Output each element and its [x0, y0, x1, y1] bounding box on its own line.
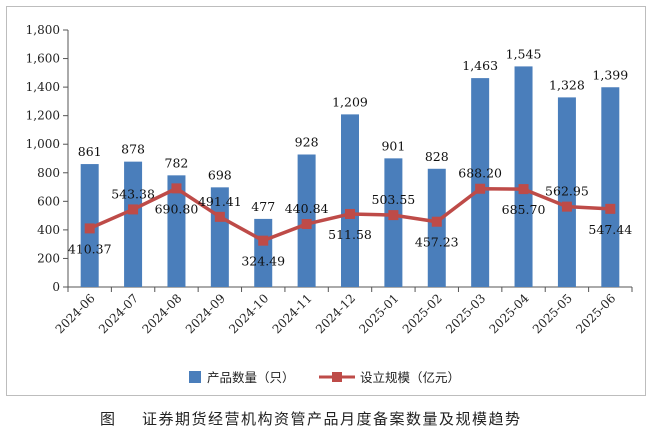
- line-value-label: 547.44: [588, 222, 632, 237]
- caption-label: 图: [100, 410, 116, 428]
- y-tick-label: 800: [37, 166, 60, 180]
- line-point: [258, 235, 269, 246]
- line-value-label: 543.38: [111, 186, 155, 201]
- x-tick-label: 2025-02: [400, 291, 445, 336]
- legend-label-bar: 产品数量（只）: [207, 370, 295, 385]
- x-tick-label: 2024-11: [270, 291, 315, 336]
- line-value-label: 511.58: [328, 227, 372, 242]
- bar-value-label: 1,399: [592, 67, 628, 82]
- line-point: [388, 210, 399, 221]
- line-series: [84, 183, 616, 246]
- legend-label-line: 设立规模（亿元）: [360, 370, 460, 385]
- legend: 产品数量（只） 设立规模（亿元）: [189, 370, 460, 385]
- line-value-label: 688.20: [458, 166, 502, 181]
- y-tick-label: 1,600: [26, 52, 60, 66]
- y-tick-label: 200: [37, 251, 60, 265]
- bar: [341, 114, 359, 287]
- line-value-label: 503.55: [372, 192, 416, 207]
- line-point: [301, 219, 312, 230]
- bar-value-label: 878: [121, 142, 145, 157]
- bar: [557, 97, 576, 287]
- line-value-label: 410.37: [68, 241, 112, 256]
- axes: 0 200 400 600 800 1,000 1,200 1,400 1,600 1,800 20…: [26, 23, 633, 336]
- bar-value-label: 1,545: [506, 46, 542, 61]
- x-tick-label: 2024-06: [53, 291, 98, 336]
- bar-value-label: 1,328: [549, 77, 585, 92]
- line-point: [128, 204, 139, 215]
- x-tick-label: 2024-10: [226, 291, 271, 336]
- chart-frame: [6, 6, 646, 396]
- bar-value-label: 828: [425, 149, 449, 164]
- line-point: [518, 184, 529, 195]
- y-tick-label: 600: [37, 194, 60, 208]
- bar: [124, 161, 143, 287]
- legend-swatch-marker: [332, 372, 342, 382]
- bar-value-label: 477: [251, 199, 275, 214]
- line-point: [171, 183, 182, 194]
- x-tick-label: 2024-09: [183, 291, 228, 336]
- y-tick-label: 400: [37, 223, 60, 237]
- line-point: [345, 208, 355, 219]
- bar-value-label: 861: [78, 144, 102, 159]
- line-value-label: 440.84: [285, 201, 329, 216]
- bar: [601, 87, 620, 287]
- line-point: [84, 223, 95, 234]
- bar: [514, 66, 533, 288]
- line-value-label: 457.23: [415, 235, 459, 250]
- caption-text: 证券期货经营机构资管产品月度备案数量及规模趋势: [142, 410, 522, 428]
- x-tick-label: 2025-04: [486, 291, 531, 336]
- line-point: [431, 216, 442, 227]
- bar: [471, 78, 490, 287]
- y-tick-label: 1,200: [26, 109, 60, 123]
- x-tick-label: 2024-07: [96, 291, 141, 336]
- figure-caption: 图 证券期货经营机构资管产品月度备案数量及规模趋势: [0, 406, 658, 432]
- line-value-label: 324.49: [241, 254, 285, 269]
- x-tick-label: 2025-05: [530, 291, 575, 336]
- bar-value-label: 1,463: [462, 58, 498, 73]
- line-point: [561, 201, 572, 212]
- y-tick-label: 1,000: [26, 137, 60, 151]
- y-tick-label: 0: [52, 280, 60, 294]
- line-point: [605, 203, 616, 214]
- bar-value-label: 698: [208, 167, 232, 182]
- line-value-label: 562.95: [545, 184, 589, 199]
- bar: [427, 168, 446, 287]
- y-tick-label: 1,800: [26, 23, 60, 37]
- x-tick-label: 2025-03: [443, 291, 488, 336]
- y-tick-label: 1,400: [26, 80, 60, 94]
- bar: [384, 158, 403, 287]
- line-value-label: 685.70: [502, 202, 546, 217]
- bar-value-label: 901: [381, 138, 405, 153]
- bar-value-label: 1,209: [332, 94, 368, 109]
- line-point: [475, 183, 486, 194]
- bar: [167, 175, 186, 287]
- line-value-label: 690.80: [155, 201, 199, 216]
- chart: 0 200 400 600 800 1,000 1,200 1,400 1,600 1,800 20…: [26, 23, 633, 385]
- legend-swatch-bar: [189, 371, 201, 383]
- bar-value-label: 928: [295, 135, 319, 150]
- x-tick-label: 2024-08: [139, 291, 184, 336]
- data-labels: 861 878 782 698 477 928 1,209 901 828 1,463 1,545 1…: [68, 46, 632, 268]
- x-tick-label: 2025-06: [573, 291, 618, 336]
- bar-value-label: 782: [165, 155, 189, 170]
- line-value-label: 491.41: [198, 194, 242, 209]
- x-tick-label: 2024-12: [313, 291, 358, 336]
- line-point: [214, 211, 225, 222]
- x-tick-label: 2025-01: [356, 291, 401, 336]
